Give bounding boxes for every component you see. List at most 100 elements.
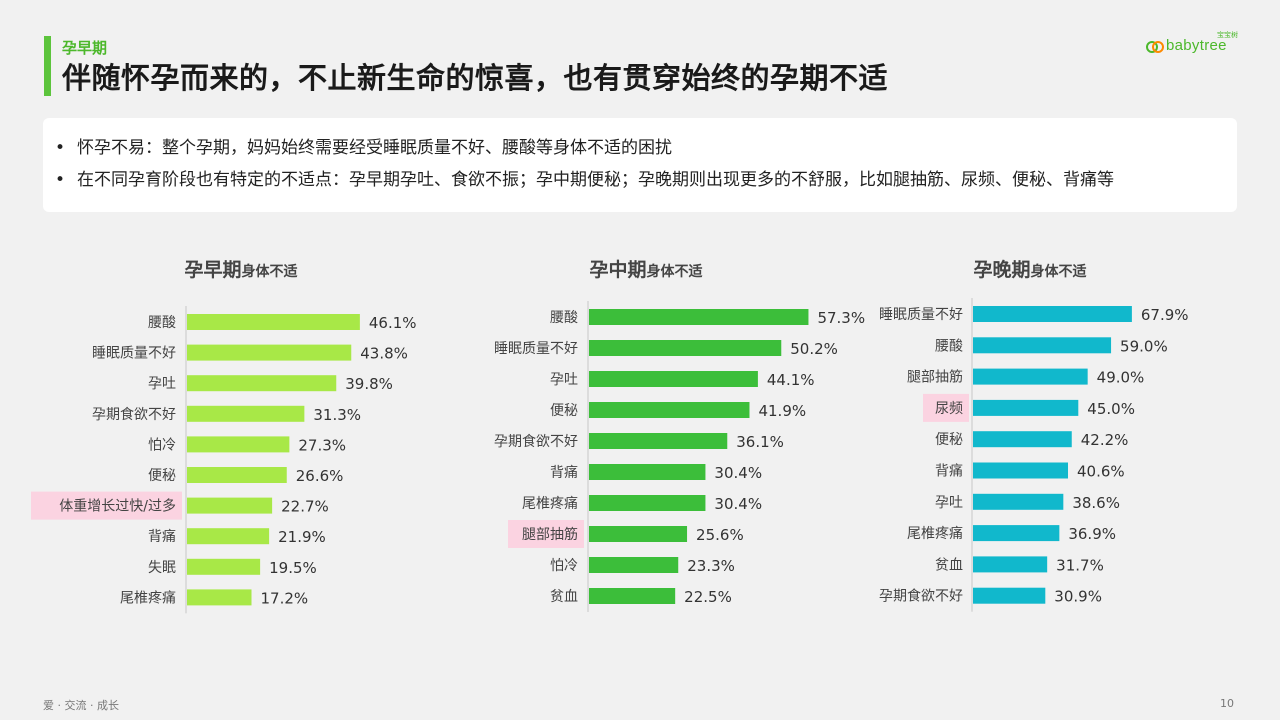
chart-title: 孕晚期身体不适 — [973, 258, 1086, 281]
value-label: 50.2% — [790, 340, 838, 358]
category-label: 孕期食欲不好 — [879, 588, 963, 605]
chart-title-main: 孕晚期 — [973, 258, 1030, 281]
bar — [187, 589, 252, 606]
category-label: 腰酸 — [550, 310, 578, 326]
category-label: 睡眠质量不好 — [92, 346, 176, 362]
bar — [187, 528, 270, 545]
value-label: 57.3% — [817, 309, 865, 327]
value-label: 44.1% — [767, 371, 815, 389]
value-label: 30.9% — [1054, 588, 1102, 606]
category-highlight — [31, 491, 182, 520]
category-label: 孕期食欲不好 — [494, 433, 578, 450]
bar — [589, 402, 750, 418]
title-accent-bar — [44, 36, 51, 96]
category-highlight — [923, 393, 969, 422]
category-label: 便秘 — [148, 468, 176, 484]
value-label: 36.9% — [1068, 525, 1116, 543]
value-label: 26.6% — [296, 467, 344, 485]
value-label: 41.9% — [758, 402, 806, 420]
bar — [589, 433, 728, 449]
bar — [973, 399, 1079, 416]
bar — [187, 405, 305, 422]
category-label: 背痛 — [550, 464, 578, 481]
category-label: 贫血 — [935, 557, 963, 573]
value-label: 31.7% — [1056, 556, 1104, 574]
page-number: 10 — [1220, 697, 1234, 710]
category-label: 贫血 — [550, 589, 578, 605]
value-label: 30.4% — [714, 464, 762, 482]
value-label: 21.9% — [278, 528, 326, 546]
value-label: 46.1% — [369, 314, 417, 332]
category-label: 背痛 — [148, 528, 176, 545]
chart-title-suffix: 身体不适 — [1031, 263, 1087, 280]
category-label: 腿部抽筋 — [907, 369, 963, 386]
category-label: 背痛 — [935, 463, 963, 480]
category-label: 睡眠质量不好 — [494, 341, 578, 357]
section-label: 孕早期 — [62, 39, 108, 57]
logo-subtext: 宝宝树 — [1217, 31, 1238, 39]
bar — [187, 375, 337, 392]
page-title: 伴随怀孕而来的，不止新生命的惊喜，也有贯穿始终的孕期不适 — [62, 61, 889, 95]
bar — [187, 558, 261, 575]
chart-title-main: 孕中期 — [589, 258, 646, 281]
summary-bullet-text: 怀孕不易：整个孕期，妈妈始终需要经受睡眠质量不好、腰酸等身体不适的困扰 — [77, 138, 672, 158]
bar — [973, 337, 1112, 354]
bar — [973, 525, 1060, 542]
value-label: 49.0% — [1097, 369, 1145, 387]
category-label: 失眠 — [148, 560, 176, 576]
category-label: 体重增长过快/过多 — [59, 498, 176, 515]
value-label: 17.2% — [261, 589, 309, 607]
bullet-dot: • — [55, 138, 66, 158]
category-label: 孕吐 — [148, 376, 176, 392]
value-label: 45.0% — [1087, 400, 1135, 418]
bar — [973, 587, 1046, 604]
category-label: 孕吐 — [935, 495, 963, 511]
bar — [973, 462, 1069, 479]
bar — [589, 495, 706, 511]
bar — [187, 497, 273, 514]
category-label: 尿频 — [935, 401, 963, 417]
category-label: 怕冷 — [148, 437, 176, 453]
category-label: 便秘 — [550, 403, 578, 419]
category-label: 腰酸 — [148, 315, 176, 331]
bar — [589, 371, 758, 387]
chart-title-suffix: 身体不适 — [242, 263, 298, 280]
summary-bullet-text: 在不同孕育阶段也有特定的不适点：孕早期孕吐、食欲不振；孕中期便秘；孕晚期则出现更… — [77, 170, 1114, 190]
value-label: 31.3% — [313, 406, 361, 424]
summary-box: • 怀孕不易：整个孕期，妈妈始终需要经受睡眠质量不好、腰酸等身体不适的困扰 • 在不… — [43, 118, 1237, 212]
summary-bullet: • 在不同孕育阶段也有特定的不适点：孕早期孕吐、食欲不振；孕中期便秘；孕晚期则出现… — [55, 164, 1237, 196]
logo-text: babytree — [1166, 37, 1227, 54]
bar — [187, 314, 360, 330]
category-label: 尾椎疼痛 — [907, 525, 963, 542]
category-label: 腰酸 — [935, 338, 963, 354]
chart-title-main: 孕早期 — [184, 259, 241, 281]
chart-title-suffix: 身体不适 — [647, 263, 703, 280]
category-label: 孕期食欲不好 — [92, 406, 176, 423]
value-label: 22.7% — [281, 498, 329, 516]
value-label: 42.2% — [1081, 431, 1129, 449]
footer-slogan: 爱 · 交流 · 成长 — [43, 699, 119, 712]
bar — [973, 556, 1048, 573]
value-label: 38.6% — [1072, 494, 1120, 512]
value-label: 43.8% — [360, 345, 408, 363]
category-label: 尾椎疼痛 — [120, 589, 176, 606]
bar — [589, 340, 782, 356]
bullet-dot: • — [55, 170, 66, 190]
value-label: 39.8% — [345, 375, 393, 393]
category-label: 便秘 — [935, 432, 963, 448]
bar — [973, 431, 1072, 448]
value-label: 22.5% — [684, 588, 732, 606]
summary-bullet: • 怀孕不易：整个孕期，妈妈始终需要经受睡眠质量不好、腰酸等身体不适的困扰 — [55, 132, 1237, 164]
category-label: 孕吐 — [550, 372, 578, 388]
value-label: 67.9% — [1141, 306, 1189, 324]
category-label: 睡眠质量不好 — [879, 307, 963, 323]
value-label: 59.0% — [1120, 337, 1168, 355]
bar — [589, 526, 688, 542]
bar — [589, 309, 809, 325]
category-label: 腿部抽筋 — [522, 526, 578, 543]
bar — [589, 557, 679, 573]
bar — [187, 436, 290, 453]
chart-title: 孕早期身体不适 — [184, 259, 297, 281]
value-label: 27.3% — [298, 436, 346, 454]
bar — [973, 493, 1064, 510]
